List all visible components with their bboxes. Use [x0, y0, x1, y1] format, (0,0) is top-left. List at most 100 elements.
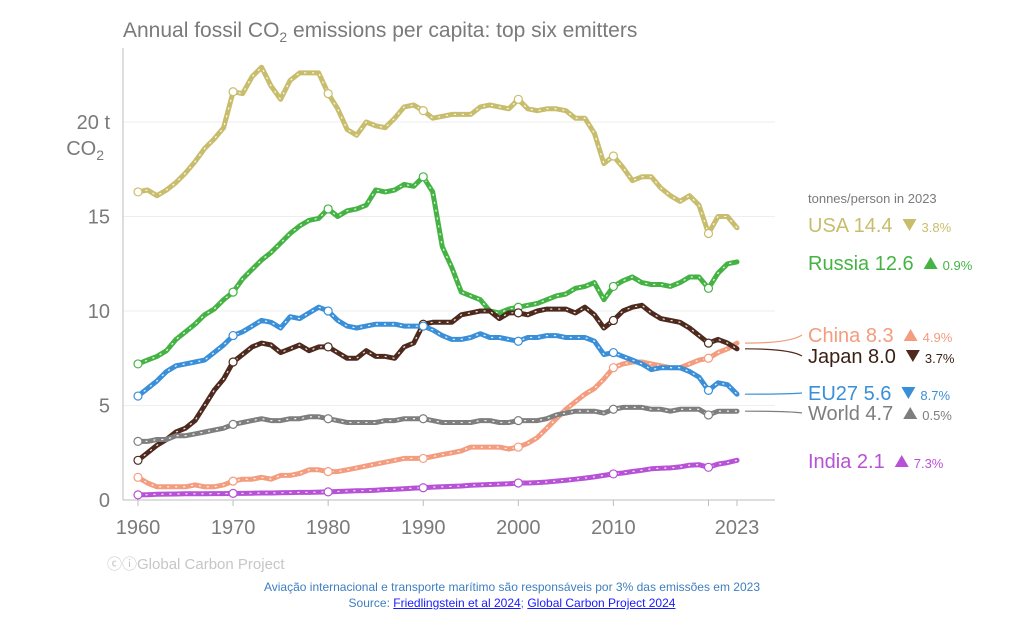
- data-point: [608, 151, 618, 161]
- legend-label: Japan 8.0: [808, 346, 896, 368]
- legend-label: Russia 12.6: [808, 253, 914, 275]
- legend-india: India 2.1 7.3%: [808, 451, 944, 473]
- data-point: [703, 385, 714, 395]
- data-point: [418, 172, 428, 182]
- triangle-down-icon: [905, 350, 920, 362]
- legend-china: China 8.3 4.9%: [744, 325, 953, 347]
- data-point: [228, 357, 238, 367]
- data-point: [418, 414, 428, 424]
- legend-leader-line: [744, 392, 803, 395]
- legend-label: China 8.3: [808, 325, 894, 347]
- data-point: [608, 347, 618, 358]
- series-line-dots: [137, 306, 738, 397]
- data-point: [323, 342, 333, 352]
- data-point: [228, 87, 238, 97]
- source-separator: ;: [520, 596, 528, 610]
- legend-change: 7.3%: [914, 456, 944, 471]
- data-point: [513, 478, 523, 488]
- series-line-dots: [137, 342, 738, 488]
- data-point: [703, 228, 714, 239]
- source-link-gcp[interactable]: Global Carbon Project 2024: [527, 596, 676, 610]
- triangle-up-icon: [923, 257, 938, 269]
- series-line: [135, 174, 740, 367]
- y-tick-label: 10: [88, 301, 110, 323]
- legend-usa: USA 14.4 3.8%: [808, 215, 952, 237]
- data-point: [513, 416, 523, 426]
- x-tick-label: 1990: [401, 517, 446, 539]
- legend-label: USA 14.4: [808, 215, 893, 237]
- series-line: [135, 404, 740, 444]
- data-point: [133, 391, 143, 401]
- series-eu27: [133, 304, 740, 401]
- triangle-down-icon: [901, 387, 916, 399]
- x-tick-label: 1980: [306, 517, 351, 539]
- data-point: [323, 414, 333, 424]
- legend-change: 3.8%: [922, 220, 952, 235]
- legend-label: EU27 5.6: [808, 383, 891, 405]
- data-point: [133, 187, 143, 197]
- triangle-up-icon: [903, 407, 918, 419]
- x-tick-label: 1960: [116, 517, 161, 539]
- source-prefix: Source:: [348, 596, 394, 610]
- series-russia: [133, 172, 740, 369]
- y-unit-label: 20 t: [77, 112, 111, 134]
- legend-label: India 2.1: [808, 451, 885, 473]
- data-point: [323, 204, 333, 214]
- series-lines: [133, 64, 740, 500]
- data-point: [608, 315, 618, 326]
- series-line-dots: [137, 175, 738, 365]
- data-point: [418, 321, 428, 331]
- data-point: [703, 462, 714, 472]
- legend-heading: tonnes/person in 2023: [808, 191, 937, 206]
- data-point: [608, 404, 618, 414]
- axes: 0 5 10 15 20 t CO2 1960 1970 1980 1990 2000 2010 202…: [66, 48, 775, 539]
- data-point: [513, 308, 523, 318]
- series-india: [133, 457, 740, 500]
- watermark-text: Global Carbon Project: [137, 556, 285, 573]
- triangle-up-icon: [903, 329, 918, 341]
- triangle-down-icon: [902, 219, 917, 231]
- data-point: [323, 306, 333, 316]
- series-world: [133, 404, 740, 447]
- legend-change: 4.9%: [923, 330, 953, 345]
- watermark: ⓒⓘGlobal Carbon Project: [107, 553, 285, 574]
- legend-japan: Japan 8.0 3.7%: [744, 346, 955, 368]
- data-point: [513, 94, 523, 104]
- series-line-dots: [137, 459, 738, 496]
- legend-change: 8.7%: [920, 388, 950, 403]
- series-usa: [133, 64, 740, 239]
- legend-leader-line: [744, 410, 803, 414]
- chart-title: Annual fossil CO2 emissions per capita: …: [123, 19, 637, 45]
- legend-russia: Russia 12.6 0.9%: [808, 253, 973, 275]
- series-line: [135, 64, 740, 236]
- data-point: [703, 283, 714, 293]
- footnote: Aviação internacional e transporte marít…: [263, 580, 761, 594]
- legend-label: World 4.7: [808, 403, 893, 425]
- x-tick-label: 2023: [715, 517, 760, 539]
- data-point: [323, 487, 333, 497]
- legend-change: 0.9%: [943, 258, 973, 273]
- data-point: [418, 453, 428, 464]
- y-unit-co2: CO2: [66, 138, 104, 163]
- data-point: [703, 338, 714, 348]
- data-point: [513, 442, 523, 452]
- data-point: [228, 488, 238, 498]
- legend-change: 0.5%: [922, 408, 952, 423]
- chart-canvas: Annual fossil CO2 emissions per capita: …: [66, 19, 973, 539]
- data-point: [323, 89, 333, 99]
- data-point: [703, 353, 714, 363]
- data-point: [228, 330, 238, 341]
- data-point: [608, 469, 618, 479]
- data-point: [228, 287, 238, 297]
- series-line: [135, 457, 740, 498]
- legend-change: 3.7%: [925, 351, 955, 366]
- y-tick-label: 0: [99, 490, 110, 512]
- data-point: [228, 476, 238, 486]
- cc-icon: ⓒⓘ: [107, 556, 138, 573]
- data-point: [228, 419, 238, 429]
- x-tick-label: 2000: [496, 517, 541, 539]
- source-link-friedlingstein[interactable]: Friedlingstein et al 2024: [393, 596, 521, 610]
- y-tick-label: 15: [88, 207, 110, 229]
- data-point: [608, 281, 618, 292]
- x-tick-label: 2010: [591, 517, 636, 539]
